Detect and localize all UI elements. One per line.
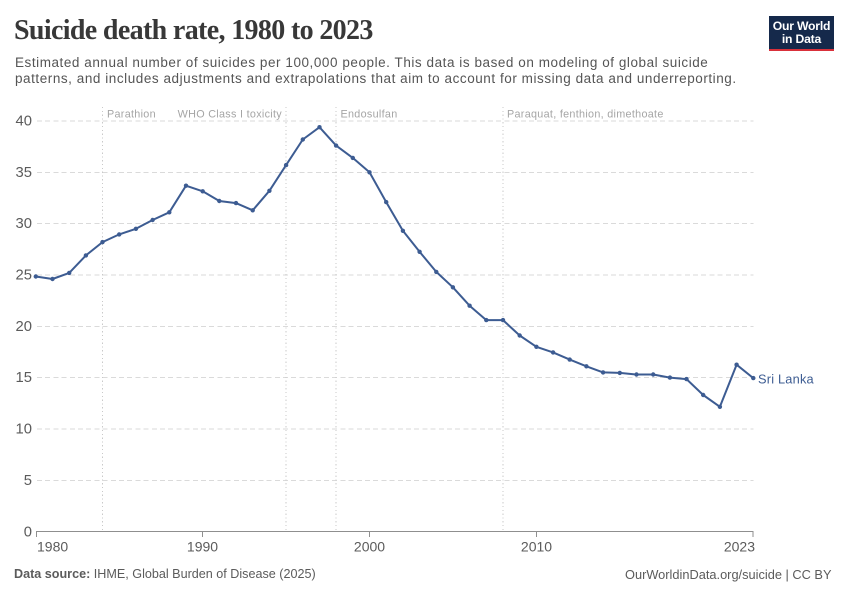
svg-text:1990: 1990 [187,539,218,555]
svg-text:Paraquat, fenthion, dimethoate: Paraquat, fenthion, dimethoate [507,109,664,121]
svg-text:Sri Lanka: Sri Lanka [758,372,815,387]
svg-text:20: 20 [16,319,32,335]
svg-text:WHO Class I toxicity: WHO Class I toxicity [178,109,283,121]
svg-text:10: 10 [16,422,32,438]
svg-text:15: 15 [16,370,32,386]
svg-text:1980: 1980 [37,539,68,555]
svg-text:Parathion: Parathion [107,109,156,121]
svg-text:2000: 2000 [354,539,385,555]
svg-text:35: 35 [16,165,32,181]
svg-text:25: 25 [16,268,32,284]
svg-text:2010: 2010 [521,539,552,555]
svg-text:Endosulfan: Endosulfan [341,109,398,121]
svg-text:30: 30 [16,216,32,232]
svg-text:5: 5 [24,473,32,489]
svg-text:2023: 2023 [724,539,755,555]
svg-text:0: 0 [24,525,32,541]
svg-text:40: 40 [16,114,32,130]
